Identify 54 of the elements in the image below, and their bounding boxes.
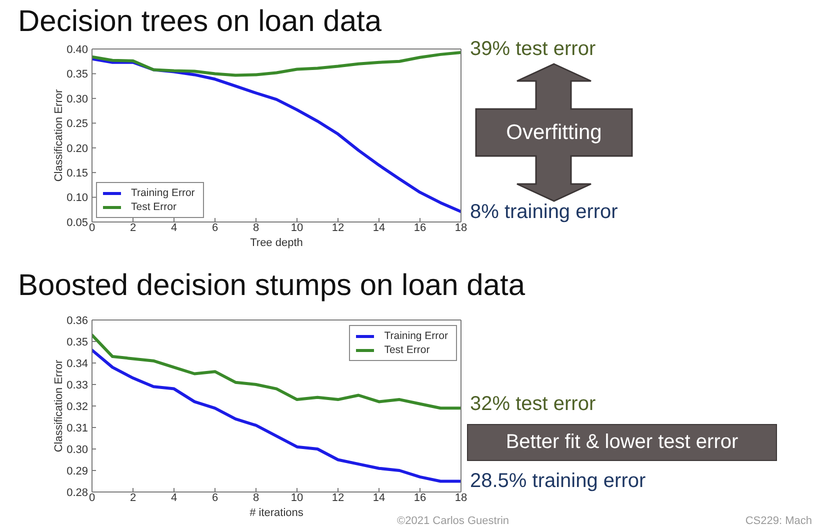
x-tick-label: 16 — [414, 222, 426, 234]
legend-label: Training Error — [131, 186, 195, 200]
y-tick-label: 0.36 — [66, 314, 88, 327]
legend-label: Test Error — [131, 200, 177, 214]
y-tick-label: 0.25 — [66, 118, 88, 130]
text: 39% test error — [470, 37, 596, 62]
x-tick-label: 12 — [332, 222, 344, 234]
x-tick-label: 6 — [212, 492, 218, 504]
text: 32% test error — [470, 392, 596, 417]
chart-title: Boosted decision stumps on loan data — [18, 268, 525, 304]
y-tick-label: 0.10 — [66, 192, 88, 204]
y-tick-label: 0.05 — [66, 216, 88, 229]
x-tick-label: 6 — [212, 222, 218, 234]
y-tick-label: 0.30 — [66, 93, 88, 106]
y-tick-label: 0.31 — [66, 422, 88, 434]
y-axis-title: Classification Error — [52, 89, 65, 182]
y-tick-label: 0.20 — [66, 142, 88, 155]
x-tick-label: 10 — [290, 492, 304, 504]
x-tick-label: 12 — [332, 492, 344, 504]
x-tick-label: 8 — [252, 492, 260, 504]
x-axis-title: # iterations — [250, 507, 304, 519]
x-tick-label: 14 — [372, 222, 386, 234]
x-tick-label: 8 — [252, 222, 260, 234]
y-tick-label: 0.30 — [66, 444, 88, 456]
x-tick-label: 18 — [454, 492, 468, 504]
text: CS229: Mach — [745, 515, 812, 528]
y-tick-label: 0.35 — [66, 68, 88, 81]
y-tick-label: 0.29 — [66, 465, 88, 478]
x-tick-label: 0 — [88, 492, 96, 504]
x-tick-label: 18 — [454, 222, 468, 234]
x-tick-label: 2 — [130, 222, 136, 234]
y-tick-label: 0.35 — [66, 336, 88, 348]
text: ©2021 Carlos Guestrin — [397, 515, 510, 528]
y-axis-title: Classification Error — [52, 360, 65, 452]
x-tick-label: 4 — [170, 492, 178, 504]
x-tick-label: 16 — [414, 492, 426, 504]
x-tick-label: 2 — [130, 492, 136, 504]
chart-title: Decision trees on loan data — [18, 4, 382, 40]
x-tick-label: 10 — [290, 222, 304, 234]
legend-label: Training Error — [384, 329, 448, 343]
y-tick-label: 0.32 — [66, 400, 88, 413]
y-tick-label: 0.40 — [66, 44, 88, 56]
y-tick-label: 0.28 — [66, 486, 88, 499]
x-tick-label: 0 — [88, 222, 96, 234]
x-tick-label: 14 — [372, 492, 386, 504]
x-axis-title: Tree depth — [250, 237, 303, 249]
text: 8% training error — [470, 200, 618, 225]
y-tick-label: 0.33 — [66, 379, 88, 392]
text: 28.5% training error — [470, 469, 646, 494]
x-tick-label: 4 — [170, 222, 178, 234]
y-tick-label: 0.15 — [66, 167, 88, 180]
y-tick-label: 0.34 — [66, 358, 88, 370]
text: Overfitting — [505, 120, 603, 146]
legend-label: Test Error — [384, 343, 430, 357]
